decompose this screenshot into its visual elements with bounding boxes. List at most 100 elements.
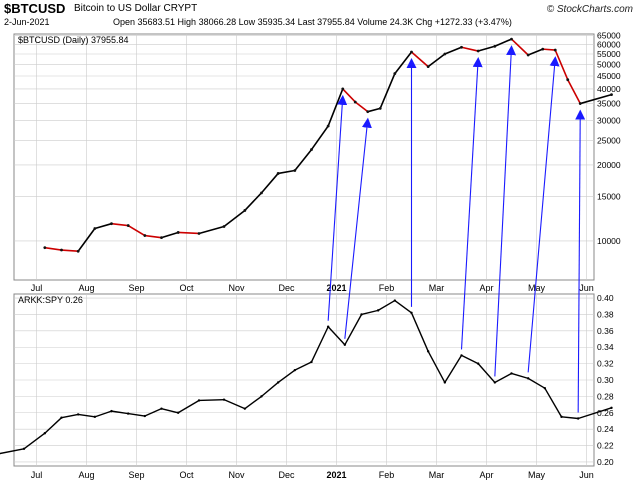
price-x-tick-label: Apr: [479, 283, 493, 293]
price-point: [526, 53, 530, 57]
ratio-segment: [198, 398, 225, 402]
price-y-tick-label: 50000: [597, 59, 621, 69]
price-segment: [477, 45, 496, 52]
price-point: [160, 236, 163, 240]
price-x-tick-label: Aug: [78, 283, 94, 293]
ratio-segment: [310, 326, 329, 363]
ratio-point: [76, 413, 80, 416]
ratio-point: [260, 395, 263, 398]
price-point: [222, 225, 226, 228]
ratio-segment: [444, 355, 463, 383]
price-point: [110, 222, 113, 226]
price-x-tick-label: Sep: [128, 283, 144, 293]
annotation-arrow: [527, 56, 560, 373]
price-segment: [127, 224, 146, 237]
ratio-y-tick-label: 0.26: [597, 408, 614, 418]
price-y-tick-label: 10000: [597, 236, 621, 246]
symbol-title: $BTCUSD: [4, 1, 66, 16]
ratio-point: [276, 381, 280, 384]
price-point: [510, 37, 513, 41]
price-x-tick-label: Mar: [429, 283, 445, 293]
ratio-segment: [177, 399, 200, 414]
price-x-tick-label: Oct: [179, 283, 194, 293]
price-segment: [198, 225, 225, 235]
price-segment: [161, 231, 179, 239]
ratio-point: [310, 360, 313, 364]
ratio-point: [360, 313, 363, 316]
price-point: [460, 45, 463, 49]
price-segment: [61, 249, 79, 253]
price-point: [393, 72, 397, 75]
ratio-point: [197, 399, 201, 402]
annotation-arrow: [575, 109, 586, 413]
price-segment: [444, 46, 462, 55]
price-point: [326, 124, 330, 128]
ratio-segment: [394, 299, 412, 314]
annotation-arrow: [327, 94, 348, 321]
price-point: [378, 106, 382, 110]
ratio-point: [93, 415, 97, 419]
ratio-point: [476, 362, 480, 365]
price-segment: [44, 246, 62, 251]
price-point: [176, 231, 180, 234]
ratio-y-tick-label: 0.22: [597, 441, 614, 451]
ratio-x-tick-label: Jul: [31, 470, 43, 480]
price-segment: [367, 107, 381, 113]
ratio-point: [526, 377, 530, 380]
price-point: [366, 110, 370, 114]
price-point: [310, 148, 313, 151]
ratio-segment: [223, 399, 246, 410]
price-segment: [554, 49, 569, 81]
price-segment: [294, 149, 313, 172]
quote-summary: Open 35683.51 High 38066.28 Low 35935.34…: [113, 17, 512, 27]
price-segment: [410, 51, 429, 68]
price-segment: [244, 192, 263, 212]
ratio-x-tick-label: Mar: [429, 470, 445, 480]
ratio-segment: [277, 369, 296, 384]
price-point: [610, 93, 613, 97]
ratio-segment: [477, 363, 496, 383]
price-point: [93, 227, 97, 230]
ratio-x-tick-label: Aug: [78, 470, 94, 480]
ratio-point: [493, 381, 497, 384]
price-segment: [77, 227, 96, 252]
price-point: [443, 52, 447, 56]
ratio-point: [60, 416, 63, 419]
ratio-segment: [377, 299, 396, 311]
price-point: [43, 246, 47, 250]
ratio-segment: [111, 410, 129, 415]
price-x-tick-label: Nov: [228, 283, 245, 293]
ratio-point: [176, 411, 180, 414]
ratio-y-tick-label: 0.28: [597, 391, 614, 401]
price-segment: [278, 169, 295, 175]
price-segment: [461, 46, 479, 52]
annotation-arrow: [494, 45, 517, 377]
ratio-segment: [461, 354, 479, 365]
price-point: [493, 44, 497, 48]
ratio-point: [393, 299, 397, 302]
price-point: [426, 65, 430, 69]
price-point: [126, 224, 130, 227]
price-point: [260, 191, 263, 195]
ratio-segment: [144, 408, 162, 417]
price-point: [143, 234, 147, 237]
price-point: [476, 49, 480, 53]
ratio-segment: [577, 407, 612, 420]
ratio-point: [576, 417, 580, 420]
ratio-segment: [511, 372, 529, 380]
price-point: [578, 102, 582, 105]
ratio-x-tick-label: Sep: [128, 470, 144, 480]
ratio-segment: [0, 448, 25, 455]
price-x-tick-label: Jun: [579, 283, 594, 293]
price-segment: [223, 209, 246, 228]
price-y-tick-label: 35000: [597, 99, 621, 109]
annotation-arrow: [460, 57, 483, 350]
price-x-tick-label: 2021: [326, 283, 346, 293]
ratio-x-tick-label: Apr: [479, 470, 493, 480]
ratio-y-tick-label: 0.32: [597, 359, 614, 369]
ratio-panel-legend: ARKK:SPY 0.26: [18, 295, 83, 305]
price-y-tick-label: 60000: [597, 39, 621, 49]
ratio-y-tick-label: 0.36: [597, 326, 614, 336]
